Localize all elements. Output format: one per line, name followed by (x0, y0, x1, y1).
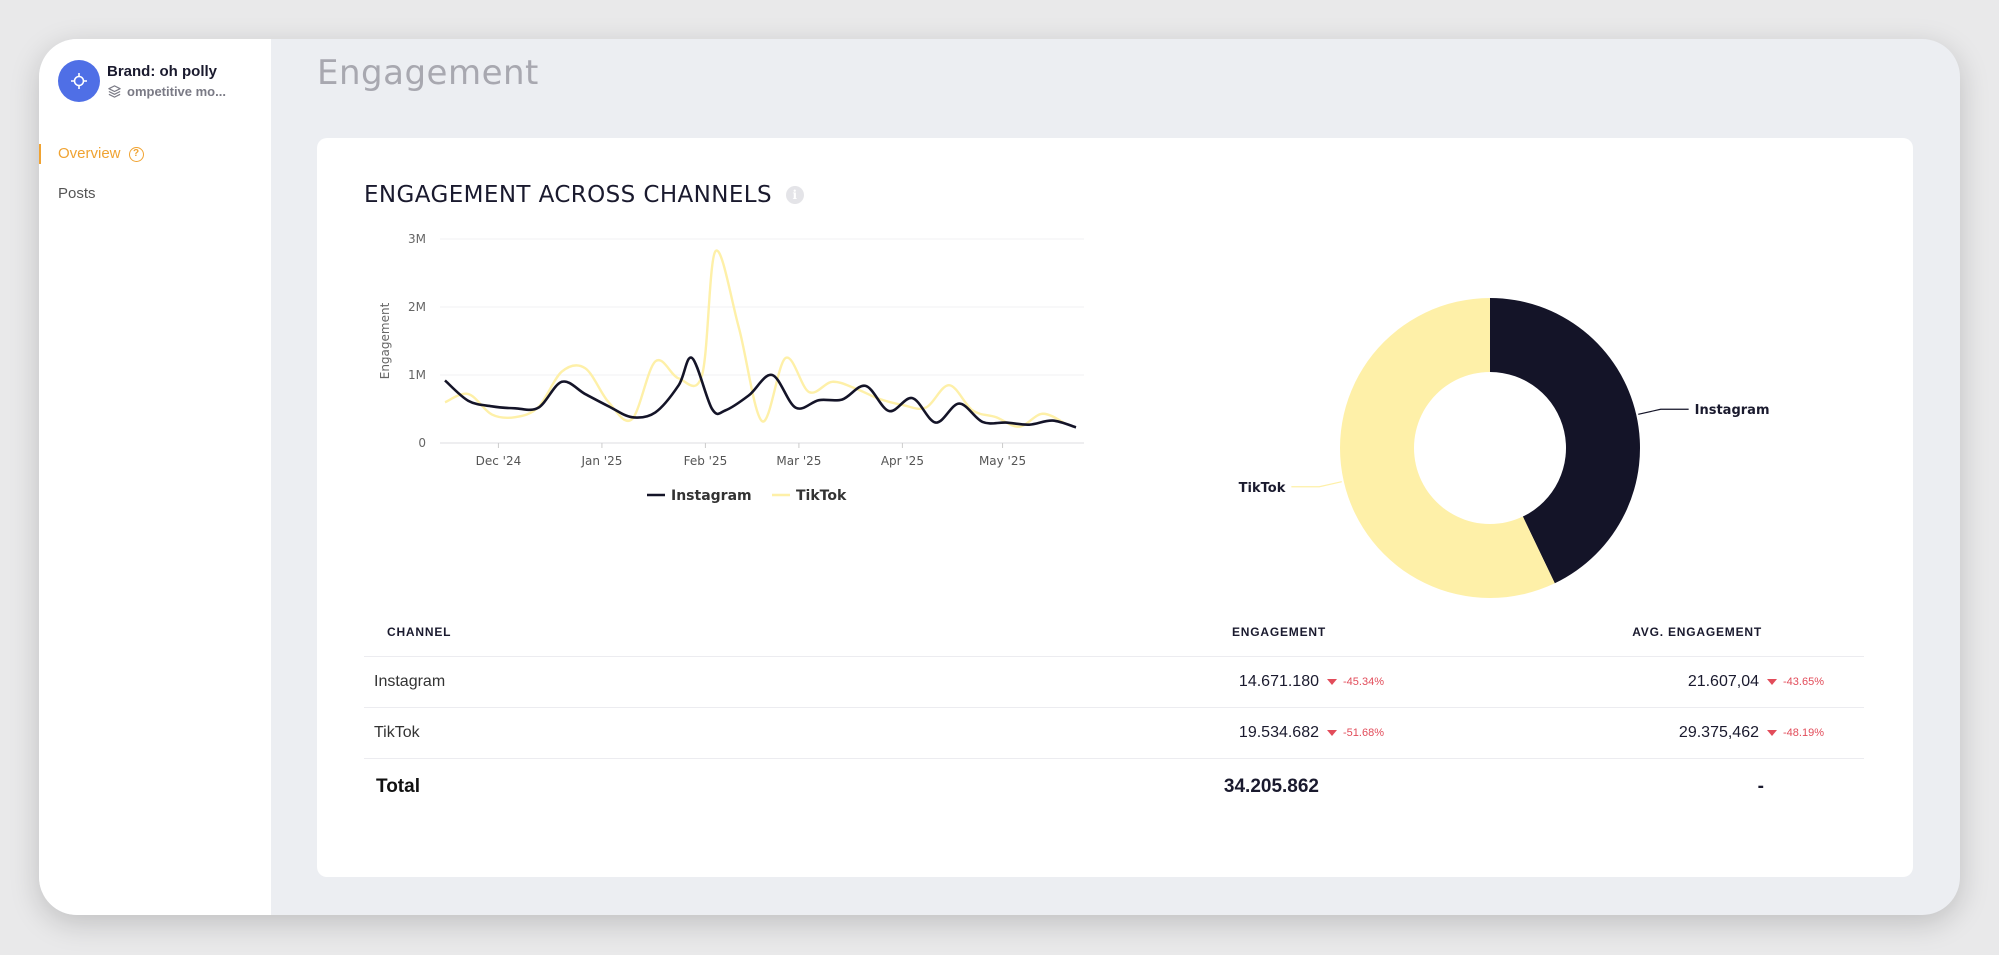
delta-value: -48.19% (1783, 727, 1824, 739)
avg-engagement-cell: 29.375,462 (1678, 724, 1759, 741)
sidebar-item-overview[interactable]: Overview ? (39, 134, 271, 174)
engagement-delta: -45.34% (1327, 676, 1384, 688)
app-window: Brand: oh polly ompetitive mo... Overvie… (39, 39, 1960, 915)
card-title: ENGAGEMENT ACROSS CHANNELS i (364, 182, 805, 208)
channel-cell: TikTok (374, 724, 420, 741)
down-arrow-icon (1767, 679, 1777, 685)
avg-engagement-delta: -48.19% (1767, 727, 1824, 739)
sidebar: Brand: oh polly ompetitive mo... Overvie… (39, 39, 271, 915)
column-header-channel[interactable]: CHANNEL (387, 625, 452, 639)
engagement-delta: -51.68% (1327, 727, 1384, 739)
total-label: Total (376, 776, 420, 797)
y-tick-label: 0 (418, 436, 426, 450)
down-arrow-icon (1767, 730, 1777, 736)
channel-table: CHANNEL ENGAGEMENT AVG. ENGAGEMENT Insta… (364, 608, 1864, 815)
brand-avatar (58, 60, 100, 102)
help-icon[interactable]: ? (128, 146, 144, 162)
sidebar-nav: Overview ? Posts (39, 134, 271, 214)
series-line-tiktok (444, 249, 1067, 428)
brand-subtitle: ompetitive mo... (127, 84, 226, 99)
total-avg-engagement: - (1757, 776, 1764, 797)
x-tick-label: Dec '24 (476, 454, 522, 468)
legend-label: TikTok (796, 488, 847, 504)
y-tick-label: 2M (408, 300, 426, 314)
column-header-engagement[interactable]: ENGAGEMENT (1231, 625, 1326, 639)
donut-label: TikTok (1239, 481, 1286, 496)
down-arrow-icon (1327, 730, 1337, 736)
delta-value: -45.34% (1343, 676, 1384, 688)
channel-cell: Instagram (374, 673, 446, 690)
info-icon[interactable]: i (786, 186, 805, 204)
sidebar-item-posts[interactable]: Posts (39, 174, 271, 214)
series-line-instagram (444, 356, 1077, 429)
card-title-text: ENGAGEMENT ACROSS CHANNELS (364, 182, 773, 208)
x-tick-label: Feb '25 (684, 454, 728, 468)
table-header: CHANNEL ENGAGEMENT AVG. ENGAGEMENT (364, 608, 1864, 657)
y-tick-label: 3M (408, 233, 426, 246)
engagement-cell: 14.671.180 (1238, 673, 1319, 690)
x-tick-label: May '25 (979, 454, 1026, 468)
delta-value: -43.65% (1783, 676, 1824, 688)
table-row: Instagram 14.671.180 -45.34% 21.607,04 -… (364, 657, 1864, 708)
layers-icon (108, 85, 121, 98)
brand-switcher[interactable]: Brand: oh polly ompetitive mo... (58, 60, 226, 102)
y-axis-label: Engagement (378, 302, 392, 379)
avg-engagement-delta: -43.65% (1767, 676, 1824, 688)
engagement-line-chart: 0 1M 2M 3M Dec '24 Jan '25 Feb '25 Mar '25 Apr '… (378, 233, 1084, 504)
sidebar-item-label: Overview (58, 145, 121, 162)
engagement-cell: 19.534.682 (1238, 724, 1319, 741)
donut-label-line (1291, 481, 1342, 488)
engagement-card: ENGAGEMENT ACROSS CHANNELS i 0 1M 2M 3M Dec … (317, 138, 1913, 877)
engagement-donut-chart: Instagram TikTok (1239, 298, 1770, 598)
legend-label: Instagram (671, 488, 752, 504)
x-tick-label: Apr '25 (881, 454, 924, 468)
down-arrow-icon (1327, 679, 1337, 685)
brand-name: Brand: oh polly (107, 63, 217, 80)
page-title: Engagement (317, 53, 539, 93)
total-engagement: 34.205.862 (1223, 776, 1319, 797)
y-tick-label: 1M (408, 368, 426, 382)
sidebar-item-label: Posts (58, 185, 96, 202)
donut-slice-tiktok (1340, 298, 1555, 598)
column-header-avg-engagement[interactable]: AVG. ENGAGEMENT (1632, 625, 1762, 639)
table-total-row: Total 34.205.862 - (364, 759, 1864, 815)
crosshair-icon (71, 73, 87, 89)
donut-label-line (1638, 408, 1689, 415)
x-tick-label: Mar '25 (776, 454, 821, 468)
avg-engagement-cell: 21.607,04 (1687, 673, 1759, 690)
table-row: TikTok 19.534.682 -51.68% 29.375,462 -48… (364, 708, 1864, 759)
x-tick-label: Jan '25 (580, 454, 622, 468)
donut-slice-instagram (1490, 298, 1640, 584)
donut-label: Instagram (1695, 403, 1770, 418)
delta-value: -51.68% (1343, 727, 1384, 739)
